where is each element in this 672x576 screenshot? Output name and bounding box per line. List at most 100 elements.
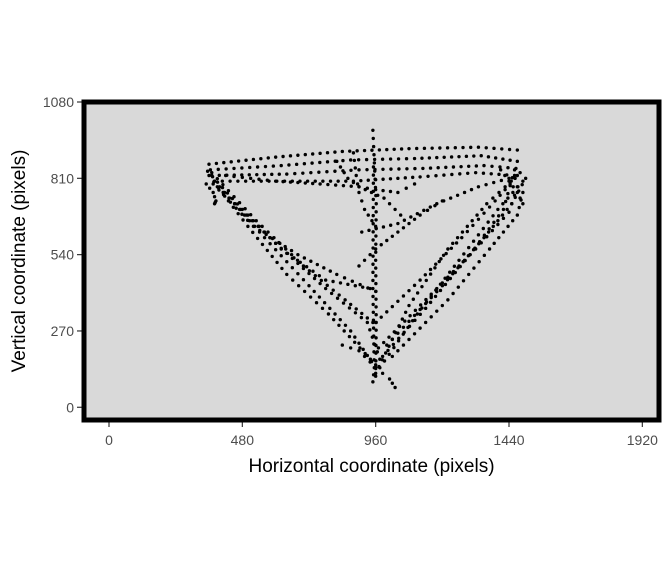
data-point (397, 167, 401, 171)
trajectory (340, 343, 397, 390)
data-point (420, 284, 424, 289)
data-point (462, 252, 466, 256)
data-point (240, 166, 244, 170)
data-point (455, 235, 460, 240)
data-point (396, 157, 401, 161)
data-point (243, 207, 247, 211)
data-point (311, 181, 315, 186)
y-tick-label: 270 (51, 323, 75, 339)
data-point (393, 385, 397, 390)
data-point (262, 235, 267, 240)
data-point (381, 225, 386, 229)
data-point (373, 363, 378, 367)
data-point (492, 220, 496, 225)
plot-panel-border (81, 99, 662, 423)
data-point (485, 202, 489, 206)
data-point (247, 173, 251, 177)
data-point (205, 169, 210, 173)
data-point (246, 224, 250, 229)
data-point (358, 346, 362, 350)
data-point (279, 254, 283, 258)
data-point (367, 228, 371, 233)
data-point (407, 146, 411, 151)
data-point (279, 247, 283, 251)
data-point (380, 157, 385, 161)
data-point (322, 266, 326, 270)
data-point (486, 230, 491, 234)
data-point (434, 262, 438, 266)
data-point (464, 154, 469, 159)
data-point (523, 176, 528, 181)
data-point (514, 166, 518, 171)
data-point (314, 300, 319, 305)
data-point (388, 157, 393, 161)
data-point (212, 194, 217, 199)
data-point (246, 213, 250, 217)
data-point (380, 354, 385, 359)
data-point (424, 278, 428, 283)
data-point (458, 172, 462, 176)
data-point (333, 183, 338, 187)
data-point (355, 149, 359, 153)
data-point (220, 179, 225, 183)
data-point (435, 286, 439, 291)
data-point (357, 185, 361, 189)
data-point (302, 289, 307, 294)
data-point (413, 318, 417, 323)
data-point (496, 214, 501, 218)
data-point (302, 256, 307, 260)
data-point (388, 223, 393, 227)
data-point (429, 292, 433, 296)
data-point (323, 286, 328, 291)
data-point (433, 203, 437, 208)
data-point (398, 213, 403, 217)
data-point (303, 152, 307, 157)
data-point (310, 161, 314, 165)
y-tick-label: 810 (51, 170, 75, 186)
data-point (346, 176, 350, 181)
data-point (435, 309, 439, 313)
data-point (244, 158, 248, 162)
data-point (521, 202, 525, 206)
data-point (234, 206, 238, 210)
data-point (387, 335, 391, 339)
data-point (515, 148, 520, 152)
data-point (373, 169, 377, 173)
data-point (397, 324, 402, 329)
data-point (365, 316, 370, 320)
trajectory (390, 190, 525, 359)
data-point (373, 177, 377, 181)
data-point (236, 211, 240, 216)
data-point (496, 207, 500, 212)
data-point (372, 153, 376, 157)
data-point (227, 196, 231, 200)
data-point (315, 262, 320, 267)
data-point (338, 281, 343, 285)
data-point (317, 273, 322, 278)
data-point (268, 241, 272, 246)
data-point (372, 157, 377, 162)
data-point (497, 172, 501, 177)
data-point (360, 311, 364, 316)
data-point (352, 158, 357, 163)
data-point (423, 320, 428, 325)
data-point (265, 178, 270, 182)
data-point (371, 373, 376, 377)
data-point (428, 267, 433, 272)
data-point (456, 266, 460, 270)
data-point (344, 179, 348, 183)
data-point (498, 168, 503, 172)
data-point (359, 315, 364, 320)
data-point (507, 179, 511, 183)
data-point (418, 307, 422, 312)
data-point (277, 172, 281, 176)
data-point (364, 157, 369, 162)
data-point (222, 160, 226, 165)
data-point (461, 145, 465, 150)
data-point (271, 164, 276, 168)
data-point (371, 238, 375, 242)
data-point (466, 254, 471, 258)
data-point (374, 289, 378, 294)
data-point (493, 199, 497, 203)
data-point (215, 180, 220, 184)
